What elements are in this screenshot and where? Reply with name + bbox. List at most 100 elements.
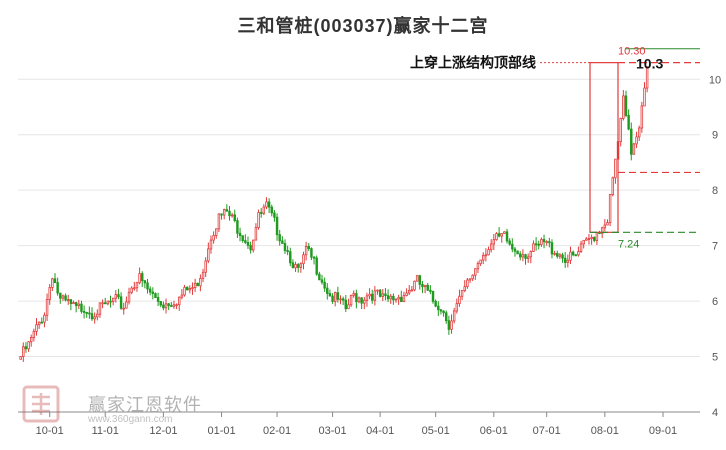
- y-tick-label: 8: [712, 185, 718, 197]
- candle-body: [127, 291, 131, 303]
- candle-body: [624, 95, 628, 116]
- candle-body: [614, 158, 617, 179]
- y-tick-label: 10: [709, 74, 721, 86]
- candle-body: [503, 231, 506, 234]
- candle-body: [67, 299, 70, 301]
- x-tick-label: 04-01: [366, 425, 394, 437]
- candle-body: [394, 298, 398, 301]
- candle-body: [508, 240, 511, 245]
- candle-body: [220, 213, 223, 216]
- candle-body: [111, 297, 115, 303]
- candle-body: [582, 239, 585, 245]
- x-tick-label: 08-01: [591, 425, 619, 437]
- x-tick-label: 05-01: [422, 425, 450, 437]
- candle-body: [585, 238, 588, 241]
- annotation-layer: 上穿上涨结构顶部线 10.30 7.24 10.3: [410, 46, 700, 250]
- candle-body: [468, 278, 472, 281]
- candle-body: [275, 216, 279, 236]
- candle-body: [460, 290, 464, 297]
- candle-body: [519, 253, 522, 258]
- candle-body: [606, 222, 609, 226]
- candle-body: [286, 250, 289, 253]
- candle-body: [474, 268, 477, 276]
- candle-body: [85, 311, 88, 314]
- candle-body: [37, 321, 41, 326]
- candle-body: [455, 303, 459, 312]
- candle-body: [106, 300, 110, 305]
- candle-body: [603, 224, 607, 229]
- candle-body: [439, 309, 443, 312]
- candle-body: [452, 310, 456, 322]
- candle-body: [252, 239, 255, 251]
- candle-body: [207, 248, 210, 262]
- candle-body: [611, 177, 614, 195]
- candle-body: [304, 246, 308, 256]
- candle-body: [40, 321, 44, 324]
- candle-body: [183, 286, 186, 296]
- candle-body: [96, 313, 99, 318]
- candle-body: [154, 293, 157, 298]
- candle-body: [172, 304, 176, 307]
- candle-body: [72, 302, 75, 304]
- candle-body: [27, 341, 30, 350]
- candle-body: [574, 254, 577, 257]
- current-price-label: 10.3: [636, 56, 663, 72]
- candle-body: [487, 249, 490, 256]
- candle-body: [341, 298, 345, 301]
- candle-body: [151, 291, 155, 294]
- candle-body: [267, 201, 271, 208]
- candle-body: [109, 300, 112, 303]
- candle-body: [130, 287, 133, 293]
- candle-body: [193, 282, 197, 289]
- candle-body: [378, 289, 382, 297]
- candle-body: [249, 244, 252, 251]
- candle-body: [74, 302, 78, 307]
- y-tick-label: 9: [712, 130, 718, 142]
- candle-body: [384, 293, 387, 297]
- candle-body: [645, 66, 649, 89]
- candle-body: [90, 313, 94, 320]
- candle-body: [333, 292, 337, 302]
- x-tick-label: 06-01: [480, 425, 508, 437]
- candle-body: [159, 301, 162, 306]
- x-tick-label: 02-01: [263, 425, 291, 437]
- candle-body: [273, 212, 276, 218]
- candle-body: [595, 232, 599, 241]
- candle-body: [408, 290, 411, 294]
- candle-body: [556, 253, 559, 257]
- candle-body: [230, 214, 234, 217]
- candle-body: [363, 299, 366, 304]
- candle-body: [550, 242, 554, 255]
- candle-body: [497, 233, 501, 237]
- candle-body: [505, 231, 509, 242]
- x-tick-label: 09-01: [649, 425, 677, 437]
- candle-body: [434, 301, 437, 307]
- candle-body: [640, 105, 644, 129]
- candle-body: [167, 303, 170, 306]
- candle-body: [500, 233, 503, 237]
- candle-body: [413, 280, 416, 291]
- candle-body: [357, 297, 361, 303]
- candle-body: [637, 127, 641, 138]
- candle-body: [590, 236, 593, 239]
- candle-body: [170, 305, 173, 307]
- watermark-url: www.360gann.com: [88, 414, 173, 425]
- candle-body: [471, 274, 474, 280]
- candle-body: [365, 295, 369, 301]
- structure-box: [589, 62, 619, 233]
- candle-body: [526, 256, 530, 259]
- candle-body: [571, 251, 575, 256]
- axis-layer: 4 5 6 7 8 9 10 10-01 11-01 12-01 01-01 02-01 03-01 04…: [18, 74, 721, 437]
- x-tick-label: 11-01: [92, 425, 119, 437]
- candle-body: [259, 212, 263, 214]
- candle-body: [447, 320, 451, 330]
- candle-body: [402, 295, 406, 303]
- candle-body: [162, 304, 165, 309]
- candle-body: [545, 241, 548, 244]
- candle-body: [318, 273, 321, 281]
- candle-body: [188, 288, 192, 291]
- candle-body: [484, 254, 488, 257]
- x-tick-label: 01-01: [207, 425, 235, 437]
- candle-body: [178, 296, 181, 306]
